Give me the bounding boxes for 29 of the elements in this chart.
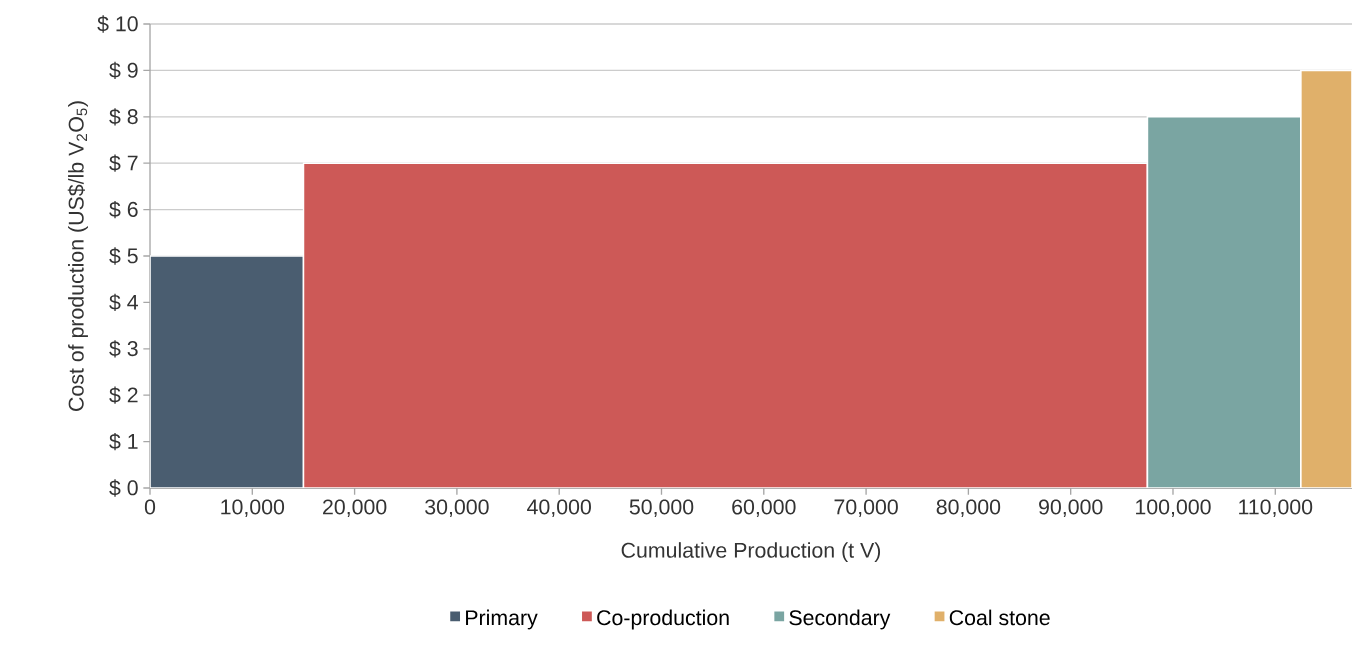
y-tick-label: $ 3	[109, 340, 138, 358]
x-tick-label: 110,000	[1239, 499, 1313, 517]
y-tick-label: $ 8	[109, 108, 138, 126]
y-tick-label: $ 7	[109, 154, 138, 172]
x-tick-label: 70,000	[834, 499, 898, 517]
x-tick-label: 40,000	[527, 499, 591, 517]
legend-label: Co-production	[597, 609, 729, 630]
y-tick-label: $ 4	[109, 293, 138, 312]
y-tick-label: $ 5	[109, 247, 138, 265]
y-axis-title: Cost of production (US$/lb V$_{2}$O$_{5}$)	[67, 101, 88, 411]
x-tick-label: 10,000	[221, 499, 285, 517]
x-tick-label: 60,000	[732, 499, 796, 517]
x-tick-label: 90,000	[1039, 499, 1103, 517]
y-tick-label: $ 9	[109, 61, 138, 80]
y-tick-label: $ 10	[97, 15, 138, 33]
y-tick-label: $ 2	[109, 386, 138, 404]
x-tick-label: 30,000	[425, 499, 489, 517]
legend-label: Primary	[466, 609, 538, 630]
x-tick-label: 50,000	[629, 499, 694, 517]
x-tick-label: 0	[144, 499, 156, 515]
x-axis-title: Cumulative Production (t V)	[621, 542, 881, 563]
legend-label: Secondary	[789, 609, 891, 630]
y-tick-label: $ 6	[109, 200, 138, 219]
x-tick-label: 100,000	[1136, 499, 1211, 517]
y-tick-label: $ 0	[109, 479, 138, 497]
y-tick-label: $ 1	[109, 432, 138, 451]
legend-label: Coal stone	[949, 609, 1050, 626]
x-tick-label: 80,000	[936, 499, 1001, 517]
x-tick-label: 20,000	[323, 499, 387, 517]
